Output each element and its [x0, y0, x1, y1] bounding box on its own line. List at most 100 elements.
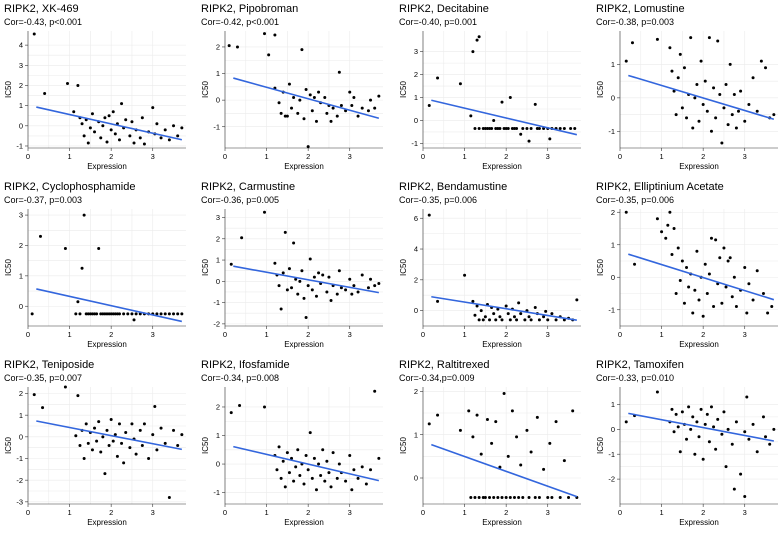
data-point	[122, 461, 126, 465]
data-point	[159, 426, 163, 430]
data-point	[130, 312, 134, 316]
x-tick-label: 0	[26, 152, 30, 161]
data-point	[670, 253, 674, 256]
plot-area	[225, 31, 383, 148]
data-point	[655, 217, 659, 221]
x-tick-label: 0	[421, 508, 425, 517]
data-point	[709, 129, 713, 133]
data-point	[546, 496, 550, 499]
data-point	[494, 420, 498, 424]
data-point	[283, 485, 287, 489]
x-tick-label: 1	[67, 330, 71, 339]
data-point	[743, 119, 747, 123]
data-point	[691, 311, 695, 315]
panel-title: RIPK2, Teniposide	[4, 359, 94, 371]
data-point	[138, 428, 142, 432]
x-tick-label: 0	[223, 152, 227, 161]
data-point	[373, 284, 377, 288]
data-point	[699, 59, 703, 63]
data-point	[103, 312, 107, 316]
data-point	[772, 113, 776, 117]
data-point	[298, 279, 302, 283]
data-point	[115, 454, 119, 458]
data-point	[726, 123, 730, 127]
data-point	[360, 465, 364, 469]
data-point	[296, 111, 300, 115]
data-point	[142, 422, 146, 426]
data-point	[84, 422, 88, 426]
panel-12: RIPK2, Tamoxifen Cor=-0.33, p=0.010 0 1 2 3 -2…	[596, 359, 778, 527]
data-point	[517, 496, 521, 499]
data-point	[467, 409, 471, 413]
data-point	[296, 292, 300, 296]
data-point	[321, 273, 325, 277]
data-point	[76, 394, 80, 398]
data-point	[726, 259, 730, 263]
data-point	[101, 435, 105, 439]
data-point	[747, 282, 751, 286]
data-point	[356, 476, 360, 480]
data-point	[366, 286, 370, 290]
regression-line	[628, 412, 774, 442]
data-point	[558, 127, 562, 130]
data-point	[521, 496, 525, 499]
data-point	[72, 110, 76, 114]
data-point	[120, 441, 124, 445]
data-point	[701, 457, 705, 461]
x-axis-title: Expression	[87, 518, 127, 527]
regression-line	[628, 74, 775, 121]
data-point	[695, 420, 699, 424]
stats-label: Cor=-0.37, p=0.003	[4, 195, 82, 205]
data-point	[471, 50, 475, 54]
data-point	[360, 273, 364, 277]
data-point	[712, 86, 716, 90]
data-point	[323, 479, 327, 483]
data-point	[512, 127, 516, 130]
stats-label: Cor=-0.40, p=0.001	[399, 17, 477, 27]
data-point	[298, 98, 302, 102]
data-point	[755, 450, 759, 454]
x-tick-label: 2	[306, 152, 310, 161]
x-axis-title: Expression	[482, 162, 522, 171]
data-point	[153, 405, 157, 408]
x-tick-label: 1	[67, 152, 71, 161]
data-point	[105, 140, 109, 144]
data-point	[707, 440, 711, 444]
x-tick-label: 2	[701, 330, 705, 339]
data-point	[705, 109, 709, 113]
data-point	[633, 262, 637, 266]
plot-area	[423, 387, 581, 504]
data-point	[492, 496, 496, 499]
data-point	[676, 246, 680, 250]
y-tick-label: 2	[19, 241, 23, 250]
data-point	[176, 444, 180, 447]
y-tick-label: -1	[16, 454, 23, 463]
data-point	[84, 312, 88, 316]
data-point	[99, 312, 103, 316]
data-point	[685, 116, 689, 120]
data-point	[693, 288, 697, 292]
data-point	[747, 103, 751, 107]
x-tick-label: 1	[264, 152, 268, 161]
data-point	[701, 103, 705, 107]
data-point	[533, 306, 537, 310]
data-point	[348, 453, 352, 457]
data-point	[167, 496, 171, 499]
data-point	[490, 441, 494, 445]
y-tick-label: 0	[414, 474, 418, 483]
data-point	[573, 127, 577, 130]
data-point	[734, 126, 738, 130]
regression-line	[36, 288, 183, 323]
x-tick-label: 3	[348, 152, 352, 161]
data-point	[475, 38, 479, 42]
y-axis-title: IC50	[4, 259, 13, 276]
data-point	[113, 433, 117, 437]
data-point	[151, 433, 155, 437]
data-point	[163, 128, 167, 132]
data-point	[529, 318, 533, 322]
regression-line	[431, 443, 578, 498]
x-tick-label: 1	[67, 508, 71, 517]
data-point	[709, 236, 713, 240]
x-tick-label: 0	[421, 152, 425, 161]
data-point	[310, 476, 314, 480]
